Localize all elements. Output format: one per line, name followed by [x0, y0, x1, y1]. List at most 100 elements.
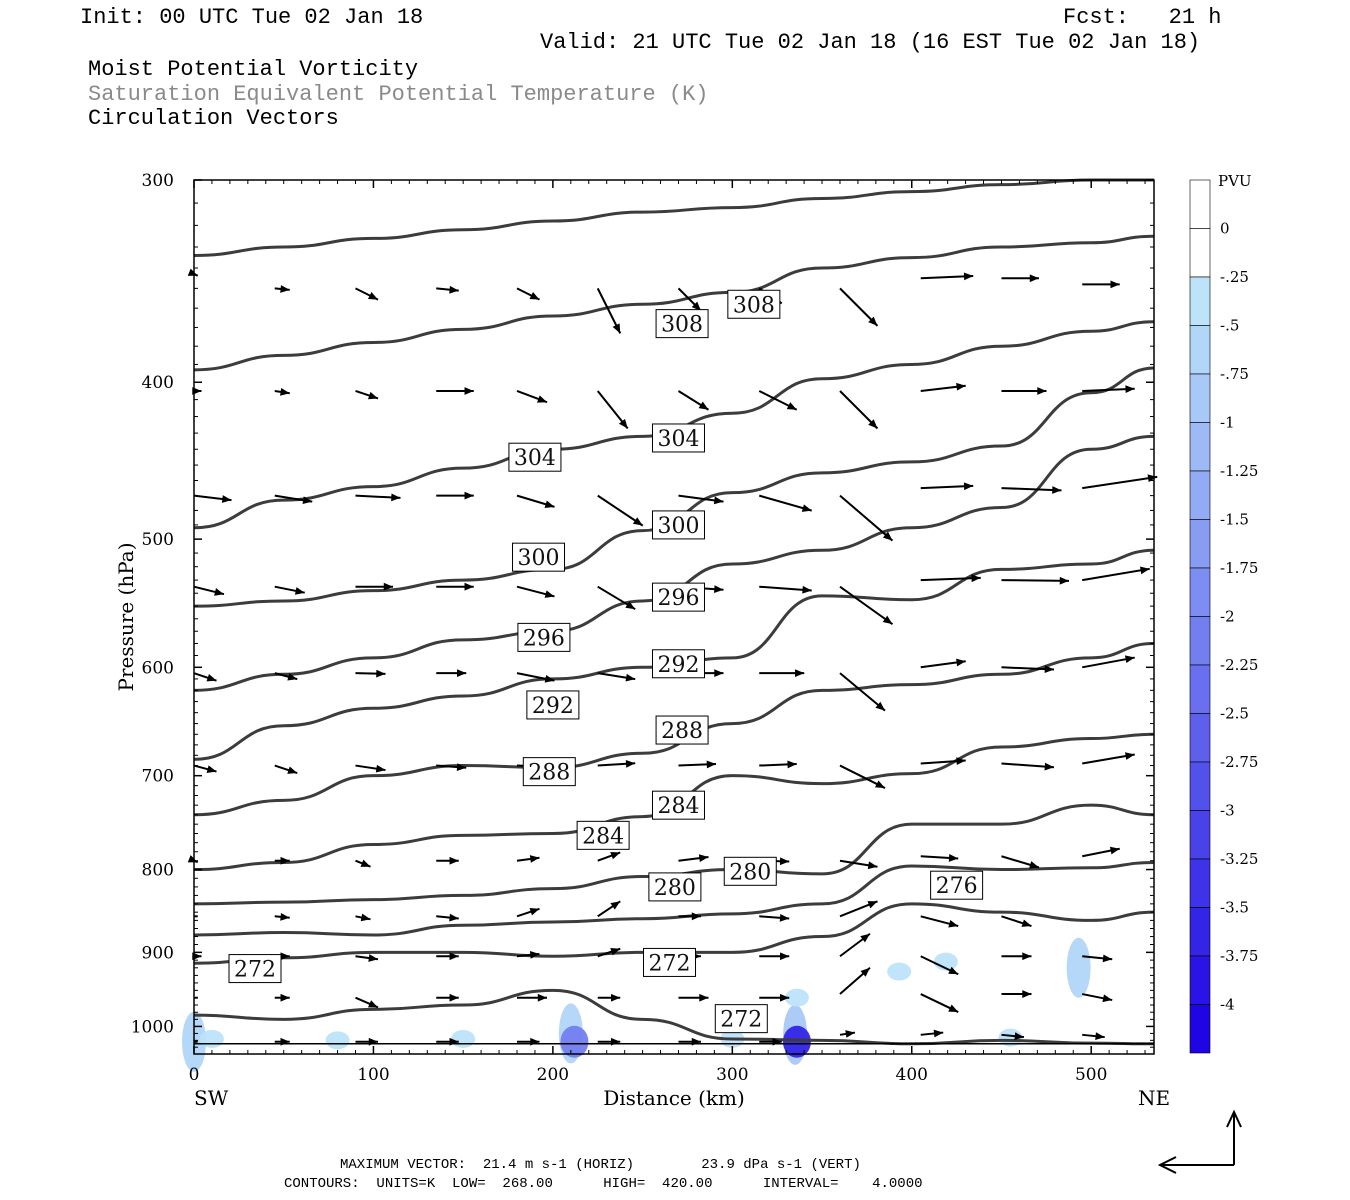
vector-arrow-13 — [274, 388, 290, 396]
vector-arrow-30 — [678, 494, 724, 505]
vector-arrow-93 — [920, 915, 959, 928]
vector-arrow-16 — [516, 390, 548, 404]
vector-arrow-123 — [436, 1037, 459, 1046]
vector-arrow-118 — [1001, 990, 1032, 998]
contour-label-layer: 308 308 304 304 300 300 296 296 292 292 288 288 284 2… — [228, 289, 984, 1034]
vector-arrow-125 — [597, 1037, 621, 1046]
svg-text:276: 276 — [936, 874, 978, 899]
colorbar-swatch-1 — [1189, 228, 1211, 278]
vector-arrow-119 — [1082, 993, 1113, 1003]
contour-label-8: 292 — [526, 690, 580, 720]
contour-label-2: 304 — [508, 442, 562, 472]
vector-arrow-8 — [839, 287, 879, 327]
axes-layer: 0 100 200 300 400 500 300 400 500 600 700 800 900 100… — [131, 171, 1154, 1085]
vector-arrow-27 — [436, 491, 474, 500]
vector-arrow-106 — [1001, 952, 1032, 961]
vector-arrow-73 — [274, 856, 290, 865]
colorbar-swatch-13 — [1189, 810, 1211, 860]
vector-arrow-116 — [839, 967, 871, 995]
y-tick-label-6: 900 — [142, 943, 174, 963]
colorbar-swatch-8 — [1189, 567, 1211, 617]
colorbar-swatch-10 — [1189, 664, 1211, 714]
svg-text:288: 288 — [528, 761, 570, 786]
svg-text:304: 304 — [657, 427, 699, 452]
colorbar-label-10: -2.5 — [1220, 705, 1249, 723]
vector-arrow-49 — [274, 672, 298, 681]
vector-arrow-65 — [597, 759, 636, 768]
colorbar: PVU 0 -.25 -.5 -.75 -1 -1.25 -1.5 -1.75 -2 -2.25 -2… — [1189, 172, 1258, 1054]
vector-arrow-109 — [274, 993, 290, 1002]
vector-arrow-22 — [1001, 387, 1047, 395]
colorbar-label-7: -1.75 — [1220, 559, 1258, 577]
colorbar-swatch-4 — [1189, 373, 1211, 423]
vector-arrow-88 — [516, 907, 540, 918]
vector-arrow-115 — [759, 993, 790, 1002]
vector-arrow-19 — [758, 390, 798, 411]
vector-arrow-86 — [355, 913, 371, 922]
vector-arrow-23 — [1082, 385, 1135, 394]
colorbar-label-9: -2.25 — [1220, 656, 1258, 674]
colorbar-label-14: -3.5 — [1220, 899, 1249, 917]
vector-arrow-50 — [355, 669, 386, 678]
vector-arrow-112 — [516, 993, 547, 1002]
x-endpoint-sw: SW — [194, 1086, 229, 1110]
reference-vector — [1157, 1109, 1242, 1174]
vector-arrow-15 — [436, 387, 474, 395]
vector-arrow-28 — [516, 494, 555, 508]
contour-label-7: 296 — [651, 582, 705, 612]
vector-arrow-87 — [436, 913, 459, 922]
colorbar-label-8: -2 — [1220, 608, 1235, 626]
colorbar-swatch-2 — [1189, 276, 1211, 326]
vector-arrow-99 — [436, 952, 459, 961]
y-tick-label-3: 600 — [142, 658, 174, 678]
contour-label-14: 280 — [648, 872, 702, 902]
y-tick-label-1: 400 — [142, 373, 174, 393]
contour-line-10 — [193, 234, 1155, 372]
vector-arrow-46 — [1001, 576, 1069, 585]
colorbar-label-11: -2.75 — [1220, 753, 1258, 771]
vector-arrow-35 — [1082, 474, 1158, 490]
vector-arrow-72 — [187, 855, 199, 864]
vector-arrow-37 — [274, 585, 305, 595]
colorbar-swatch-17 — [1189, 1004, 1211, 1054]
svg-text:272: 272 — [234, 958, 276, 983]
svg-text:284: 284 — [657, 794, 699, 819]
vector-arrow-18 — [677, 390, 710, 411]
contour-label-13: 284 — [651, 790, 705, 820]
vector-arrow-98 — [355, 954, 379, 962]
contour-label-1: 308 — [727, 289, 781, 319]
svg-text:308: 308 — [733, 293, 775, 318]
vector-arrow-6 — [677, 287, 702, 312]
colorbar-swatch-11 — [1189, 713, 1211, 763]
colorbar-label-2: -.5 — [1220, 317, 1239, 335]
svg-text:296: 296 — [523, 626, 565, 651]
contour-label-6: 296 — [517, 622, 571, 652]
colorbar-swatch-12 — [1189, 761, 1211, 811]
vector-arrow-57 — [920, 658, 966, 669]
x-tick-label-2: 200 — [537, 1065, 569, 1085]
vector-arrow-58 — [1001, 665, 1055, 674]
vector-arrow-36 — [193, 585, 225, 596]
svg-text:300: 300 — [518, 546, 560, 571]
vector-arrow-9 — [920, 272, 974, 281]
vector-arrow-41 — [597, 585, 636, 611]
vector-arrow-103 — [759, 952, 790, 961]
vector-arrow-70 — [1001, 762, 1055, 771]
vector-arrow-20 — [839, 390, 879, 430]
contour-label-16: 276 — [930, 870, 984, 900]
vector-arrow-2 — [355, 287, 379, 301]
mpv-blob-10 — [887, 962, 912, 981]
svg-text:280: 280 — [654, 876, 696, 901]
y-tick-label-2: 500 — [142, 530, 174, 550]
contour-label-10: 288 — [522, 757, 576, 787]
vector-arrow-24 — [193, 494, 232, 503]
field-title-mpv: Moist Potential Vorticity — [88, 57, 419, 82]
colorbar-label-4: -1 — [1220, 414, 1235, 432]
vector-arrow-90 — [678, 912, 701, 921]
vector-arrow-83 — [1082, 846, 1120, 858]
vector-arrow-77 — [597, 851, 621, 862]
forecast-hour: Fcst: 21 h — [1063, 5, 1222, 30]
vector-arrow-4 — [516, 287, 540, 301]
vector-arrow-76 — [516, 855, 540, 863]
vector-arrow-122 — [355, 1037, 378, 1046]
